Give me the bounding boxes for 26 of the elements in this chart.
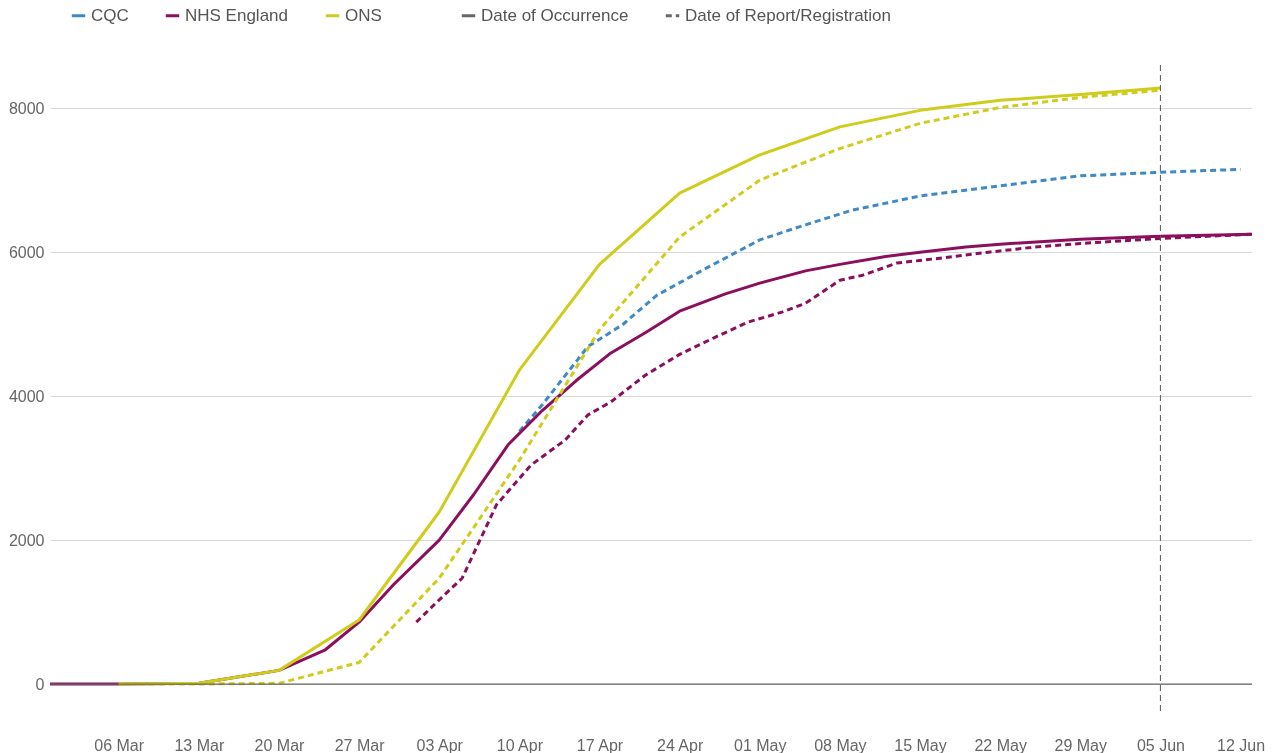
y-tick-label: 2000 (8, 531, 45, 549)
x-tick-label: 12 Jun (1217, 736, 1266, 753)
x-tick-label: 05 Jun (1136, 736, 1185, 753)
x-tick-label: 03 Apr (416, 736, 464, 753)
line-series (517, 167, 1243, 433)
x-tick-label: 15 May (894, 736, 947, 753)
x-tick-label: 22 May (974, 736, 1027, 753)
y-tick-label: 4000 (8, 387, 45, 405)
legend-label: CQC (91, 5, 129, 25)
x-tick-label: 01 May (734, 736, 787, 753)
x-tick-label: 20 Mar (254, 736, 306, 753)
y-tick-label: 6000 (8, 243, 45, 261)
y-tick-label: 0 (35, 675, 45, 693)
x-tick-label: 24 Apr (656, 736, 704, 753)
legend-label: NHS England (185, 5, 289, 25)
x-tick-label: 29 May (1054, 736, 1108, 753)
text: Date of Occurrence (481, 5, 629, 25)
legend-label: ONS (345, 5, 382, 25)
text: Date of Report/Registration (685, 5, 891, 25)
x-tick-label: 10 Apr (496, 736, 544, 753)
x-tick-label: 27 Mar (334, 736, 386, 753)
x-tick-label: 17 Apr (576, 736, 624, 753)
y-tick-label: 8000 (8, 99, 45, 117)
x-tick-label: 08 May (814, 736, 867, 753)
x-tick-label: 06 Mar (94, 736, 145, 753)
x-tick-label: 13 Mar (174, 736, 225, 753)
